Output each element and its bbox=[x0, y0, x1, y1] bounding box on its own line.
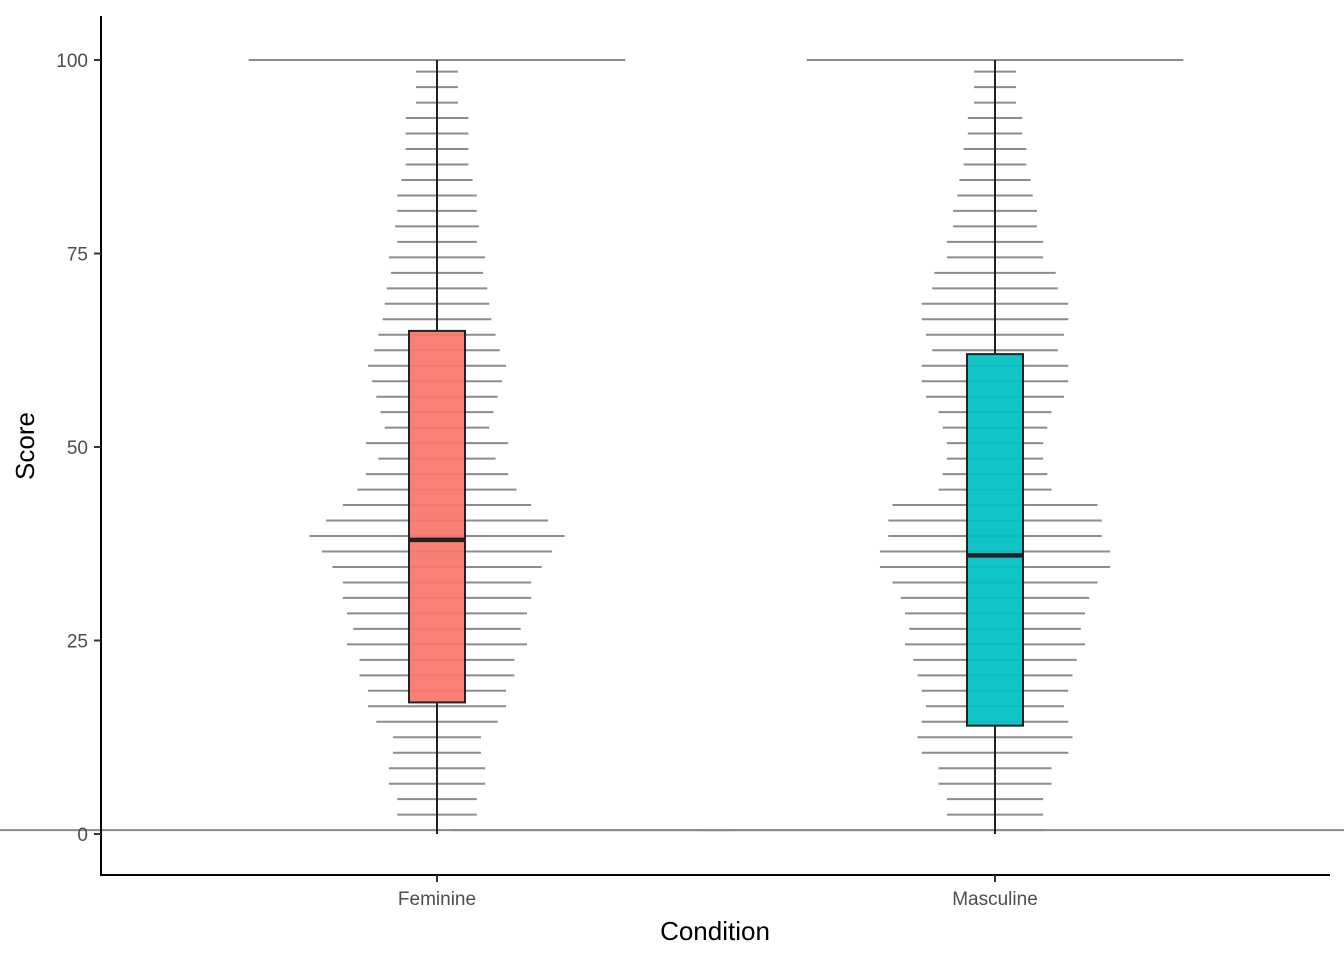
ticks: 0 25 50 75 100 Feminine Masculine bbox=[56, 51, 1037, 910]
y-tick-label: 75 bbox=[67, 245, 88, 266]
box-feminine bbox=[408, 329, 466, 704]
axes bbox=[100, 16, 1330, 876]
x-tick-label-masculine: Masculine bbox=[952, 889, 1038, 910]
boxplots bbox=[408, 60, 1024, 834]
y-tick-label: 100 bbox=[56, 51, 88, 72]
x-axis-title: Condition bbox=[660, 916, 770, 946]
y-tick-label: 50 bbox=[67, 438, 88, 459]
distribution-lines bbox=[0, 59, 1344, 832]
y-tick-label: 0 bbox=[77, 825, 88, 846]
y-axis-title: Score bbox=[10, 412, 40, 480]
x-tick-label-feminine: Feminine bbox=[398, 889, 476, 910]
y-tick-label: 25 bbox=[67, 632, 88, 653]
box-masculine bbox=[966, 353, 1024, 727]
